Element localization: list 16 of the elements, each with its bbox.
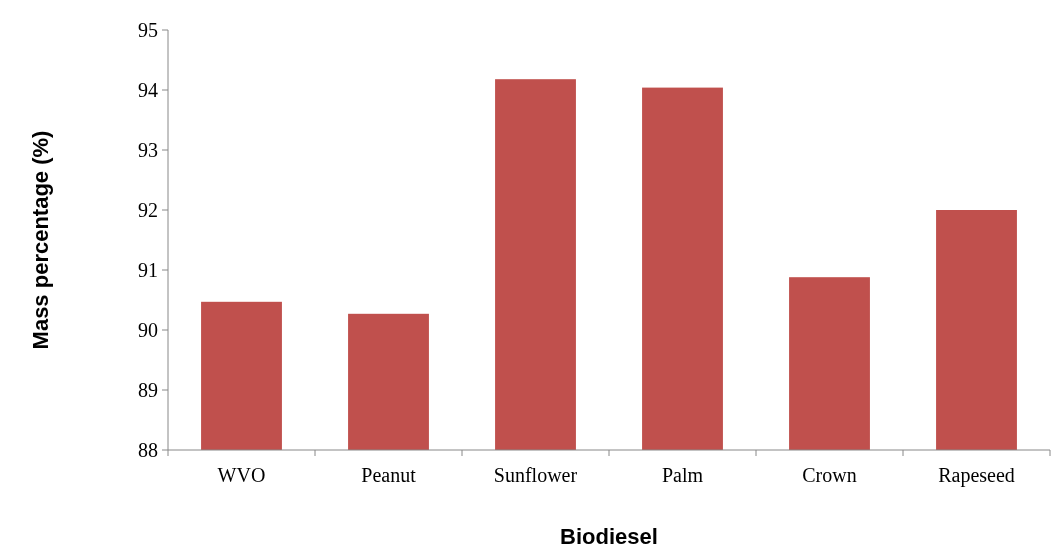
y-tick-label: 90 <box>138 319 158 341</box>
y-tick-label: 93 <box>138 139 158 161</box>
x-tick-label: WVO <box>217 464 266 486</box>
x-tick-label: Crown <box>802 464 857 486</box>
x-tick-label: Sunflower <box>493 464 578 486</box>
y-tick-label: 91 <box>138 259 158 281</box>
x-tick-label: Peanut <box>361 464 417 486</box>
x-tick-label: Rapeseed <box>938 464 1015 487</box>
x-axis-title: Biodiesel <box>560 524 658 549</box>
y-tick-label: 92 <box>138 199 158 221</box>
y-tick-label: 95 <box>138 19 158 41</box>
y-axis-title: Mass percentage (%) <box>28 130 53 350</box>
x-tick-label: Palm <box>661 464 704 486</box>
y-tick-label: 89 <box>138 379 158 401</box>
y-tick-label: 88 <box>138 439 158 461</box>
y-tick-label: 94 <box>138 79 158 101</box>
